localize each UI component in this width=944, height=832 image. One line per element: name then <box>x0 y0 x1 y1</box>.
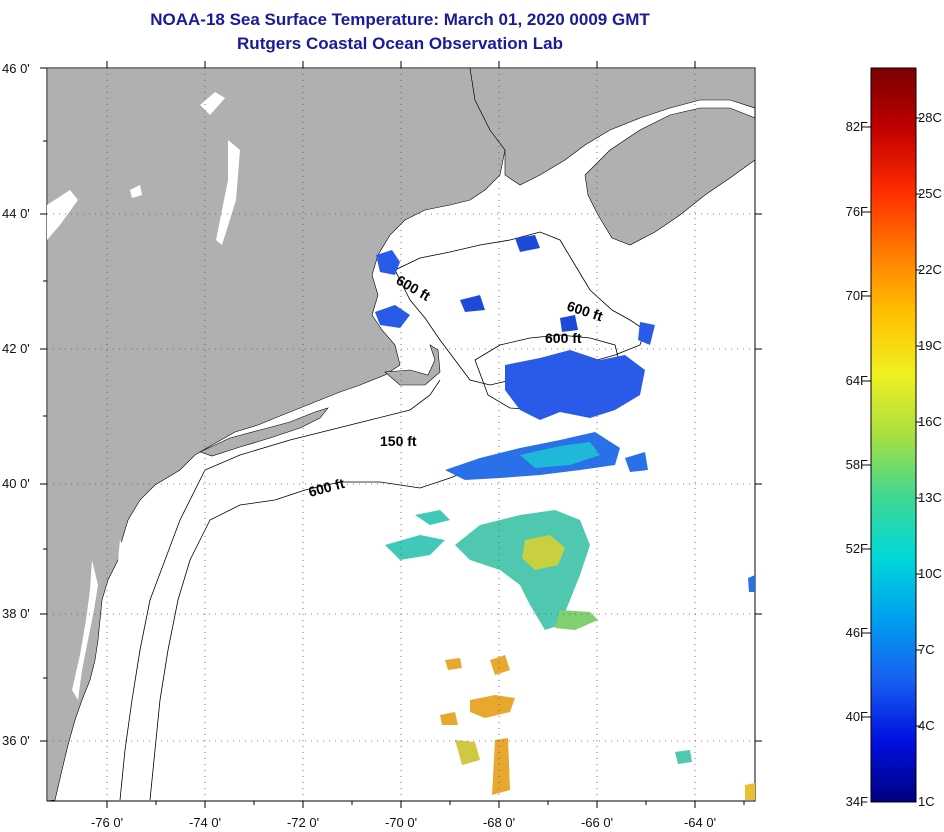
sst-patch-georges-1 <box>505 350 645 420</box>
sst-patch-gulf-1 <box>515 235 540 252</box>
sst-patch-southeast <box>675 750 692 764</box>
map-layers <box>47 68 755 801</box>
colorbar <box>870 67 917 803</box>
sst-patch-warm-5 <box>492 738 510 795</box>
land-canada <box>469 68 755 186</box>
sst-patch-offshore-main <box>455 510 590 630</box>
sst-patch-offshore-se <box>555 610 598 630</box>
axis-ticks <box>40 61 762 808</box>
sst-patch-shelf-east <box>625 452 648 472</box>
sst-patch-offshore-nw <box>415 510 450 525</box>
sst-patch-maine-coast <box>376 250 400 275</box>
lake-3 <box>47 190 78 240</box>
sst-patch-warm-2 <box>470 695 515 718</box>
sst-patch-warm-1 <box>490 655 510 675</box>
sst-patch-east-edge <box>745 783 755 800</box>
lake-4 <box>130 185 142 198</box>
contour-label-3: 600 ft <box>545 330 582 346</box>
sst-patch-warm-6 <box>445 658 462 670</box>
lake-2 <box>216 140 240 245</box>
colorbar-ticks <box>866 117 921 727</box>
sst-patch-east-edge-2 <box>748 575 755 592</box>
land-long-island <box>199 407 329 457</box>
sst-patch-shelf-edge-warm <box>520 442 600 468</box>
land-cape-cod <box>384 344 441 386</box>
sst-patch-gulf-4 <box>638 322 655 345</box>
map-subtitle: Rutgers Coastal Ocean Observation Lab <box>237 34 563 53</box>
sst-patch-offshore-warm <box>522 535 565 570</box>
contour-600ft-shelf <box>149 469 471 801</box>
lat-lon-grid <box>47 68 755 801</box>
land-nova-scotia <box>584 107 755 246</box>
sst-patch-warm-3 <box>440 712 458 725</box>
sst-patch-gulf-3 <box>560 315 578 332</box>
map-title: NOAA-18 Sea Surface Temperature: March 0… <box>150 10 650 29</box>
delaware-bay <box>118 540 130 575</box>
sst-patch-warm-4 <box>455 740 480 765</box>
chesapeake-bay <box>72 560 98 700</box>
land-us-east-coast <box>47 68 506 801</box>
lake-1 <box>200 92 225 115</box>
sst-patch-offshore-west <box>385 535 445 560</box>
sst-patches <box>375 235 755 800</box>
contour-label-4: 150 ft <box>380 433 417 449</box>
sst-patch-gulf-2 <box>460 295 485 312</box>
sst-patch-massachusetts <box>375 305 410 328</box>
